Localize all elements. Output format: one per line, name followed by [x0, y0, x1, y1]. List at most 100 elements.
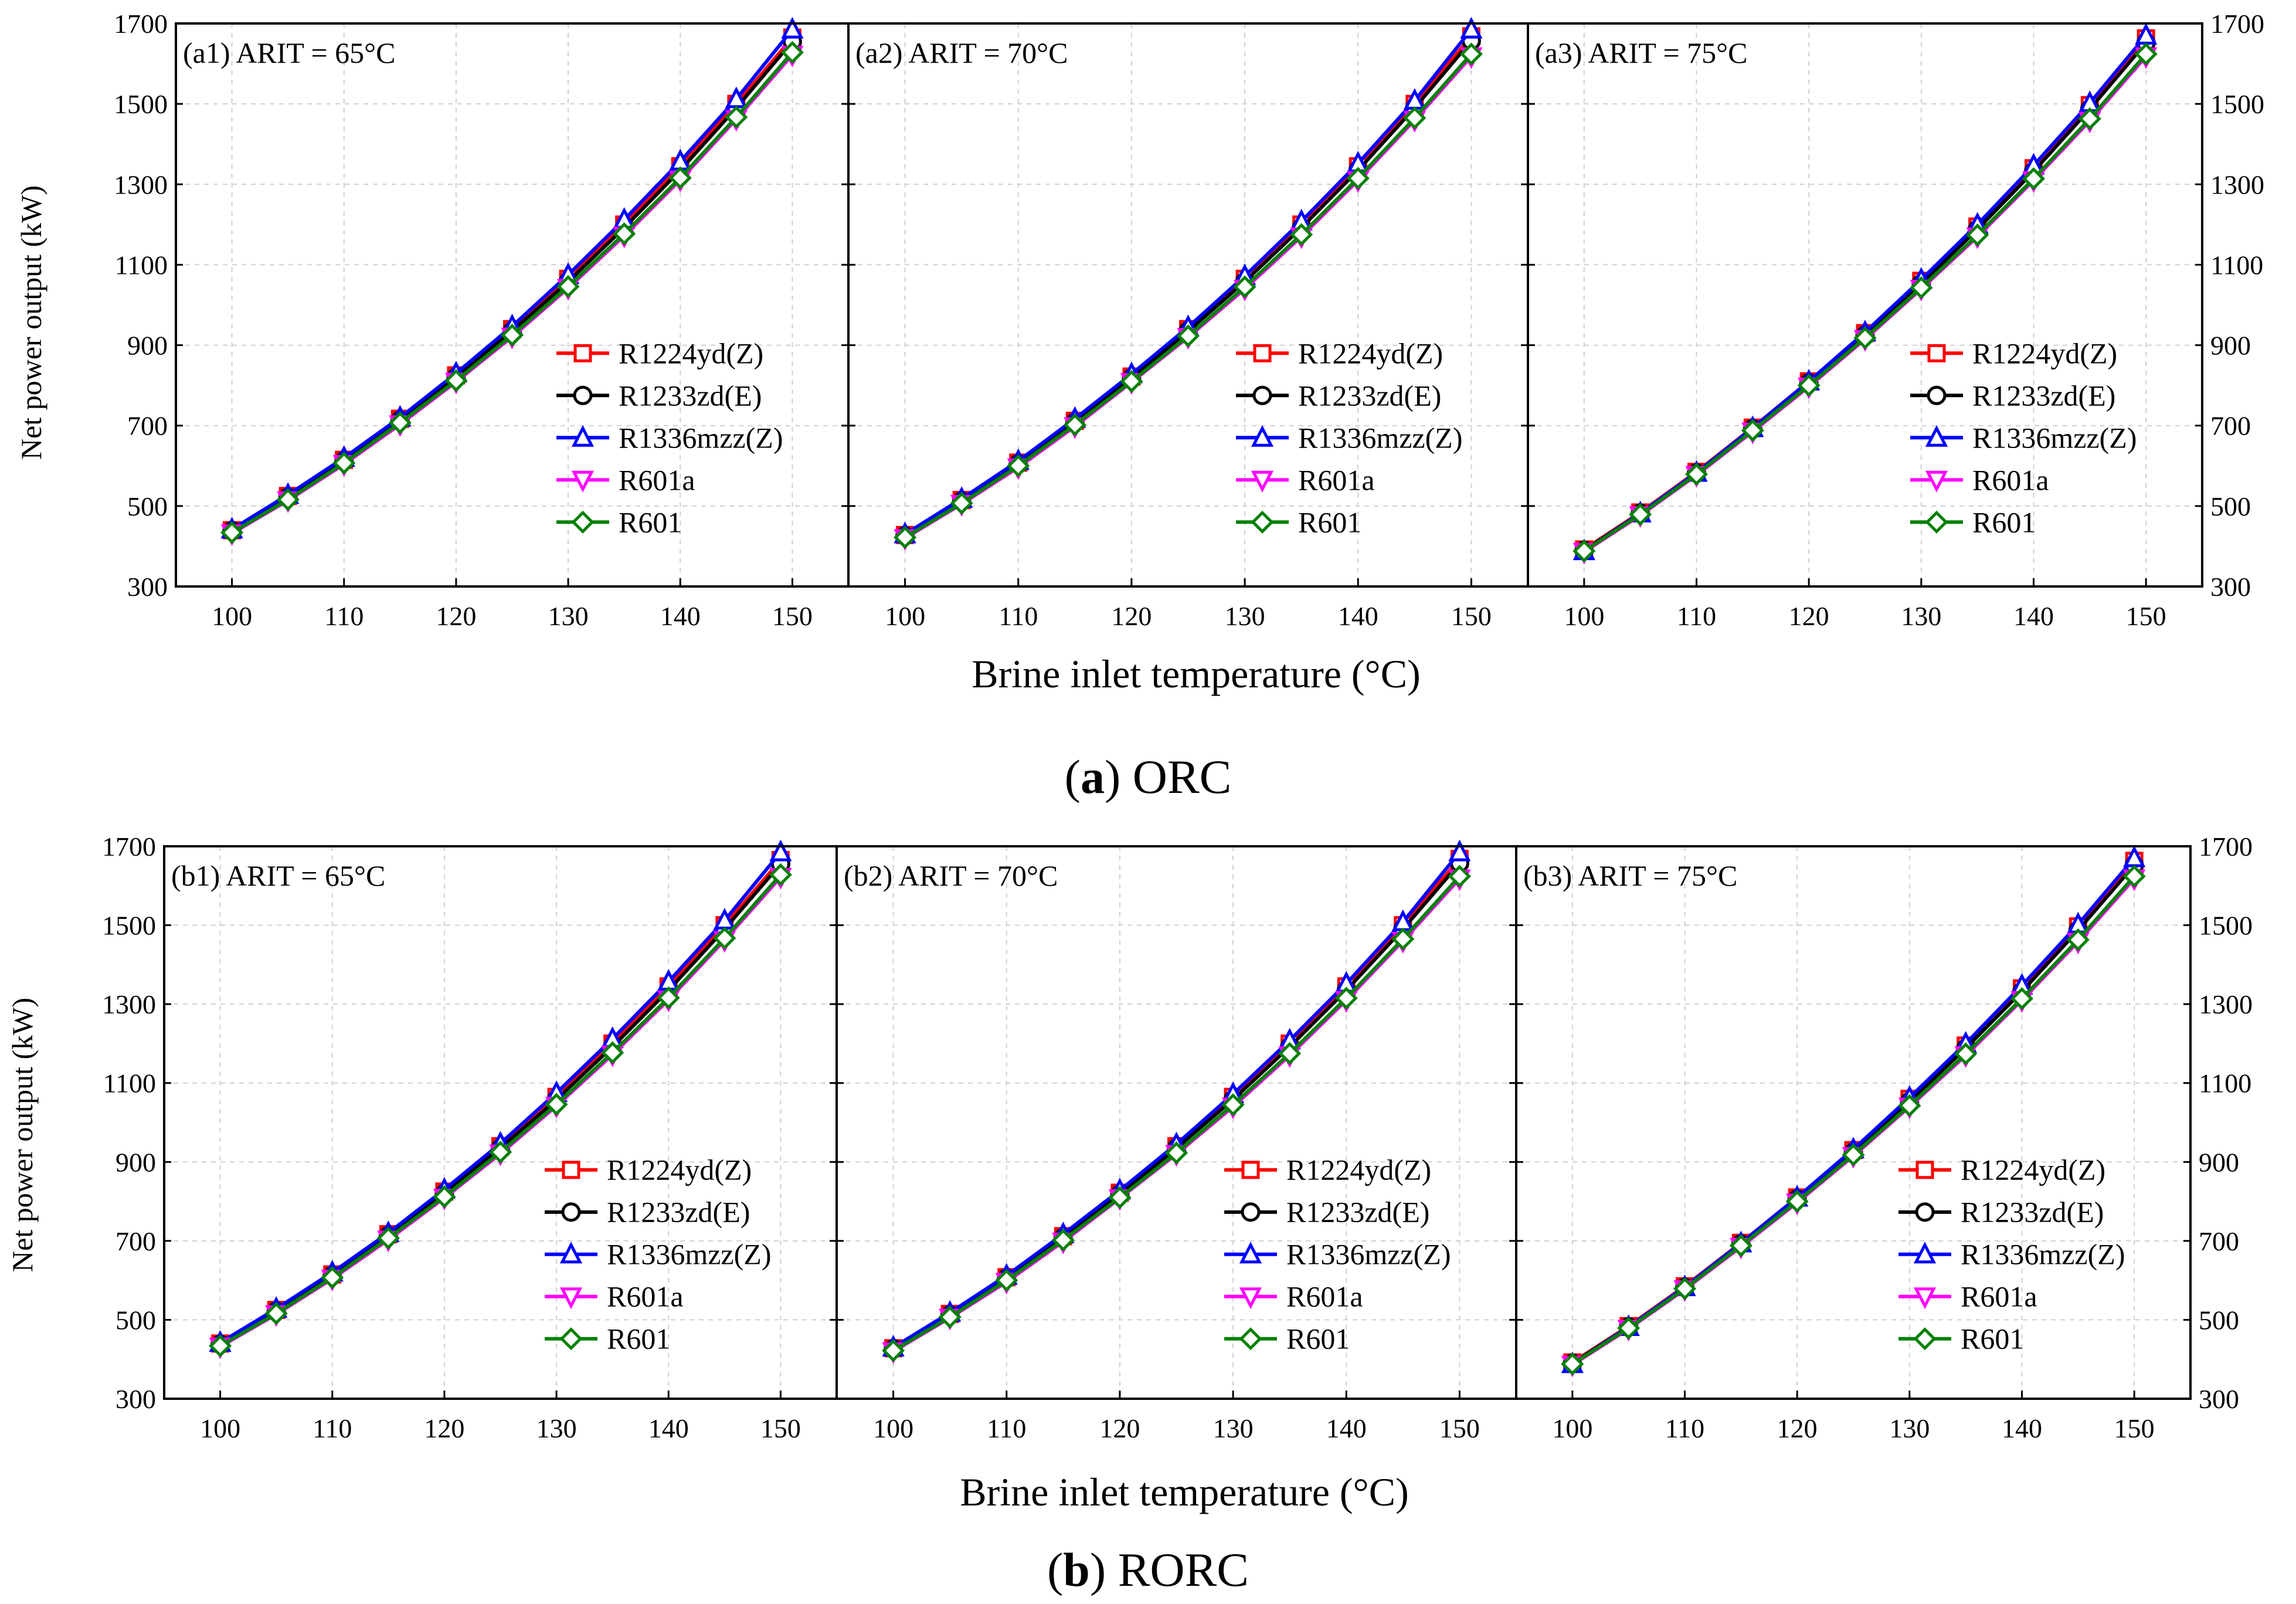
legend-marker: [1239, 1242, 1262, 1264]
legend-marker: [1239, 1327, 1262, 1351]
y-tick-label: 1700: [114, 9, 168, 39]
x-tick-label: 120: [1789, 601, 1829, 631]
legend-marker: [1915, 1161, 1934, 1179]
data-point-R601: [1334, 986, 1358, 1010]
panel-a2: 100 110 120 130 140 150 (a2) ARIT = 70°C R1224y…: [847, 16, 1529, 631]
data-point-R601: [1346, 167, 1370, 190]
data-point-R601: [376, 1226, 400, 1250]
data-point-R601: [1108, 1186, 1132, 1209]
legend-marker: [1251, 425, 1274, 447]
data-point-R601: [1120, 369, 1143, 393]
legend-marker: [559, 1327, 583, 1351]
data-point-R601: [1221, 1093, 1245, 1117]
x-tick-label: 140: [648, 1413, 689, 1443]
legend-label: R601: [619, 506, 682, 538]
caption-a-text: ORC: [1133, 750, 1232, 803]
legend-label: R1336mzz(Z): [607, 1238, 771, 1271]
data-point-R601: [332, 451, 356, 475]
data-point-R601: [2078, 107, 2101, 131]
data-point-R601: [1459, 42, 1483, 66]
data-point-R601: [2022, 167, 2046, 191]
data-point-R601: [1684, 463, 1709, 486]
data-point-R1336mzz(Z): [781, 16, 804, 39]
data-point-R601: [1403, 106, 1426, 130]
y-tick-label: 1300: [102, 989, 156, 1019]
x-tick-label: 130: [1213, 1413, 1254, 1443]
data-point-R601: [1842, 1143, 1865, 1166]
data-point-R601: [1448, 864, 1471, 888]
y-tick-label: 300: [2210, 572, 2251, 602]
x-tick-label: 130: [536, 1413, 577, 1443]
legend-label: R1233zd(E): [607, 1196, 750, 1229]
caption-a: (a) ORC: [1065, 750, 1232, 803]
data-point-R1336mzz(Z): [1460, 16, 1483, 39]
x-tick-label: 110: [1665, 1413, 1704, 1443]
legend-marker: [1252, 385, 1272, 405]
panel-a3: 100 110 120 130 140 150 300 500 700 900 1100 1300 15…: [1527, 9, 2264, 631]
data-point-R601: [1741, 419, 1764, 442]
y-tick-label: 1500: [2199, 911, 2253, 941]
grid-b3: [1516, 846, 2190, 1399]
legend-label: R1224yd(Z): [619, 337, 763, 369]
legend-marker: [571, 425, 595, 447]
data-point-R601: [500, 323, 524, 347]
x-tick-label: 100: [212, 601, 252, 631]
legend-marker: [1239, 1287, 1262, 1310]
legend-label: R601: [1972, 506, 2036, 538]
panel-b2: 100 110 120 130 140 150 (b2) ARIT = 70°C R1224y…: [835, 839, 1517, 1443]
data-point-R601: [1290, 223, 1313, 246]
y-tick-label: 1500: [114, 89, 168, 119]
y-tick-label: 500: [127, 491, 168, 521]
y-tick-label: 700: [2199, 1226, 2239, 1256]
caption-b-text: RORC: [1118, 1543, 1249, 1596]
y-tick-label: 900: [2199, 1147, 2239, 1177]
data-point-R601: [995, 1269, 1018, 1292]
x-tick-label: 140: [1338, 601, 1378, 631]
legend-marker: [571, 510, 595, 534]
legend-marker: [1925, 470, 1948, 493]
y-tick-label: 1300: [114, 169, 168, 199]
y-tick-label: 1500: [2210, 89, 2264, 119]
x-tick-label: 140: [2002, 1413, 2042, 1443]
data-point-R601: [1063, 413, 1086, 436]
y-tick-label: 1500: [102, 911, 156, 941]
panel-a1: 100 110 120 130 140 150 300 500 700 900 1100 1300 15…: [114, 9, 850, 631]
caption-b: (b) RORC: [1047, 1543, 1249, 1596]
grid-a3: [1528, 23, 2202, 587]
panel-title: (a2) ARIT = 70°C: [855, 36, 1068, 69]
data-point-R601: [938, 1305, 962, 1329]
y-tick-label: 700: [127, 411, 168, 441]
x-tick-label: 130: [1225, 601, 1265, 631]
legend-label: R1336mzz(Z): [1286, 1238, 1451, 1271]
data-point-R601: [1051, 1228, 1075, 1252]
legend-label: R1224yd(Z): [607, 1154, 752, 1186]
data-point-R601: [613, 222, 636, 246]
legend-b2: R1224yd(Z) R1233zd(E) R1336mzz(Z) R601a R601: [1224, 1154, 1451, 1355]
legend-label: R1224yd(Z): [1298, 337, 1443, 369]
x-tick-label: 110: [998, 601, 1038, 631]
data-point-R601: [950, 491, 973, 515]
x-tick-label: 110: [987, 1413, 1026, 1443]
legend-b3: R1224yd(Z) R1233zd(E) R1336mzz(Z) R601a R601: [1898, 1154, 2125, 1355]
y-tick-label: 1300: [2199, 989, 2253, 1019]
data-point-R601: [1164, 1141, 1188, 1165]
data-point-R601: [1617, 1317, 1641, 1340]
y-tick-label: 300: [2199, 1384, 2239, 1414]
ylabel-top: Net power output (kW): [15, 185, 47, 460]
data-point-R1336mzz(Z): [1448, 839, 1471, 862]
y-tick-label: 1100: [2210, 250, 2263, 280]
x-tick-label: 140: [2013, 601, 2054, 631]
panel-b3: 100 110 120 130 140 150 300 500 700 900 1100 1300 15…: [1515, 832, 2253, 1443]
panel-title: (b3) ARIT = 75°C: [1523, 859, 1737, 892]
y-tick-label: 500: [2199, 1305, 2239, 1335]
y-tick-label: 1700: [2210, 9, 2264, 39]
data-point-R601: [433, 1185, 456, 1209]
legend-marker: [1251, 510, 1274, 534]
panel-b1: 100 110 120 130 140 150 300 500 700 900 1100 1300 15…: [102, 832, 838, 1443]
panel-title: (a3) ARIT = 75°C: [1535, 36, 1748, 69]
x-tick-label: 120: [424, 1413, 464, 1443]
y-tick-label: 1300: [2210, 169, 2264, 199]
legend-marker: [1253, 344, 1272, 362]
grid-a1: [176, 23, 848, 587]
